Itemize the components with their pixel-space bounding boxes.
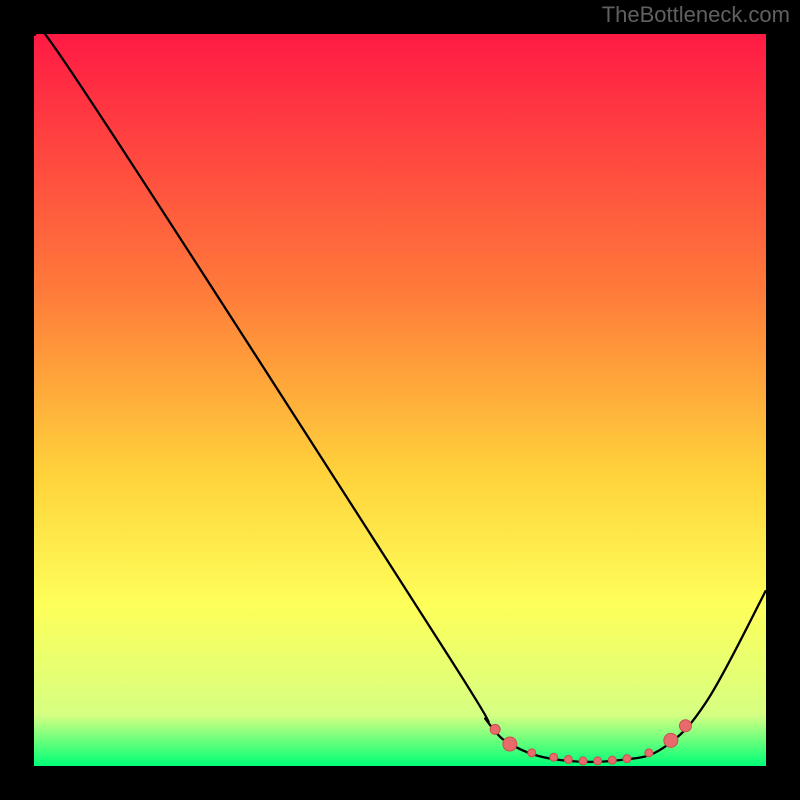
marker-point <box>594 757 602 765</box>
watermark-text: TheBottleneck.com <box>602 2 790 28</box>
marker-point <box>623 755 631 763</box>
marker-point <box>664 733 678 747</box>
marker-point <box>550 753 558 761</box>
marker-point <box>645 749 653 757</box>
marker-point <box>679 720 691 732</box>
marker-point <box>579 757 587 765</box>
chart-svg <box>34 34 766 766</box>
marker-point <box>564 755 572 763</box>
chart-container: TheBottleneck.com <box>0 0 800 800</box>
marker-point <box>608 756 616 764</box>
curve-line <box>34 34 766 762</box>
marker-group <box>490 720 691 765</box>
marker-point <box>528 749 536 757</box>
marker-point <box>503 737 517 751</box>
marker-point <box>490 724 500 734</box>
